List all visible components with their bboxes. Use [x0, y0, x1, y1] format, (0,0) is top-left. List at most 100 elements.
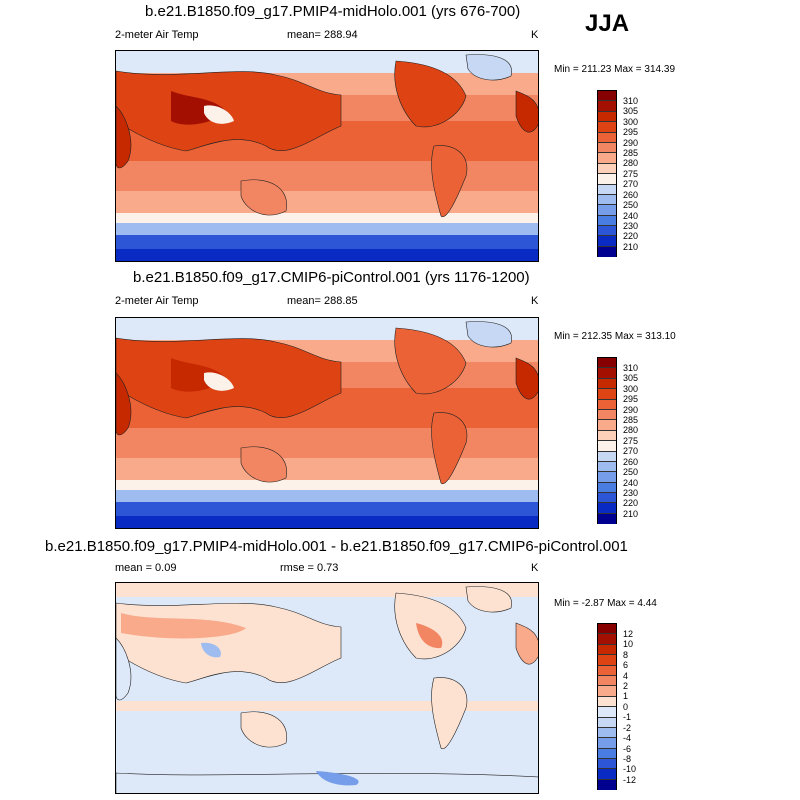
australia-land — [240, 179, 287, 216]
cb1-sw15 — [598, 246, 616, 258]
cb3-sw8 — [598, 707, 616, 718]
cb3-label: -4 — [623, 733, 632, 743]
panel-3-minmax: Min = -2.87 Max = 4.44 — [554, 598, 657, 609]
cb3-label: -12 — [623, 775, 637, 785]
cb3-sw12 — [598, 748, 616, 760]
europe-africa-east-land — [515, 90, 538, 133]
tibet-plateau — [204, 105, 234, 124]
season-label: JJA — [585, 10, 630, 37]
cb3-label: 4 — [623, 671, 629, 681]
cb1-sw5 — [598, 142, 616, 154]
cb1-sw1 — [598, 101, 616, 112]
europe-africa-east-land — [515, 357, 538, 400]
cb1-label: 295 — [623, 127, 639, 137]
panel-2-colorbar — [597, 357, 617, 525]
cb2-sw1 — [598, 368, 616, 379]
cb2-sw8 — [598, 441, 616, 452]
cb3-sw9 — [598, 717, 616, 728]
cb2-sw7 — [598, 430, 616, 442]
australia-land — [240, 446, 287, 483]
panel-1-title: b.e21.B1850.f09_g17.PMIP4-midHolo.001 (y… — [145, 3, 521, 20]
cb2-label: 310 — [623, 363, 639, 373]
panel-3-rmse: rmse = 0.73 — [280, 562, 339, 574]
cb2-sw4 — [598, 399, 616, 410]
cb1-label: 210 — [623, 242, 639, 252]
cb2-sw11 — [598, 472, 616, 483]
panel-1-mean: mean= 288.94 — [287, 29, 358, 41]
cb3-label: 0 — [623, 702, 629, 712]
s-midlat-band — [116, 701, 538, 711]
cb1-label: 280 — [623, 158, 639, 168]
north-america-land — [394, 60, 467, 128]
cb3-label: 1 — [623, 691, 629, 701]
cb1-sw0 — [598, 91, 616, 102]
cb1-label: 260 — [623, 190, 639, 200]
cb1-sw6 — [598, 153, 616, 164]
cb2-sw6 — [598, 420, 616, 431]
cb3-sw7 — [598, 696, 616, 708]
cb3-label: 6 — [623, 660, 629, 670]
cb1-label: 275 — [623, 169, 639, 179]
south-america-land — [431, 677, 468, 750]
cb3-label: 12 — [623, 629, 634, 639]
cb1-sw14 — [598, 236, 616, 247]
cb3-sw6 — [598, 686, 616, 697]
panel-1-map-svg — [116, 51, 538, 261]
cb1-sw7 — [598, 163, 616, 175]
cb3-label: -2 — [623, 723, 632, 733]
cb3-sw3 — [598, 655, 616, 666]
greenland-land — [465, 321, 512, 348]
cb2-sw10 — [598, 461, 616, 473]
cb2-label: 220 — [623, 498, 639, 508]
cb3-label: -10 — [623, 764, 637, 774]
s-subpolar-band — [116, 480, 538, 490]
north-america-land — [394, 327, 467, 395]
panel-1-units: K — [531, 29, 539, 41]
panel-3-units: K — [531, 562, 539, 574]
greenland-land — [465, 586, 512, 613]
cb1-sw12 — [598, 215, 616, 227]
cb1-sw4 — [598, 132, 616, 143]
na-warm-anomaly — [416, 623, 443, 649]
south-america-land — [431, 412, 468, 485]
cb2-label: 275 — [623, 436, 639, 446]
cb2-sw9 — [598, 451, 616, 462]
cb2-sw14 — [598, 503, 616, 514]
panel-2-map-svg — [116, 318, 538, 528]
panel-2-map — [115, 317, 539, 529]
south-america-land — [431, 145, 468, 218]
cb1-sw8 — [598, 174, 616, 185]
panel-1-map — [115, 50, 539, 262]
s-midlat-band — [116, 458, 538, 480]
cb2-label: 280 — [623, 425, 639, 435]
cb1-label: 300 — [623, 117, 639, 127]
cb3-sw13 — [598, 759, 616, 770]
cb1-label: 305 — [623, 106, 639, 116]
panel-3-title: b.e21.B1850.f09_g17.PMIP4-midHolo.001 - … — [45, 538, 628, 555]
s-subpolar-band — [116, 213, 538, 223]
cb2-label: 295 — [623, 394, 639, 404]
cb2-sw13 — [598, 493, 616, 504]
cb1-label: 240 — [623, 211, 639, 221]
tibet-plateau — [204, 372, 234, 391]
africa-land — [116, 637, 132, 701]
cb1-sw10 — [598, 194, 616, 206]
cb3-label: 8 — [623, 650, 629, 660]
cb2-sw15 — [598, 513, 616, 525]
cb3-sw5 — [598, 675, 616, 687]
cb2-label: 240 — [623, 478, 639, 488]
cb2-label: 285 — [623, 415, 639, 425]
africa-land — [116, 105, 132, 169]
southern-ocean-band — [116, 223, 538, 235]
panel-3-map — [115, 582, 539, 794]
cb1-label: 220 — [623, 231, 639, 241]
cb2-label: 210 — [623, 509, 639, 519]
cb1-sw13 — [598, 226, 616, 237]
eurasia-land — [116, 70, 342, 152]
cb2-sw0 — [598, 358, 616, 369]
eurasia-warm-anomaly — [121, 613, 246, 639]
cb2-label: 300 — [623, 384, 639, 394]
africa-land — [116, 372, 132, 436]
cb2-sw12 — [598, 482, 616, 494]
eurasia-land — [116, 337, 342, 419]
